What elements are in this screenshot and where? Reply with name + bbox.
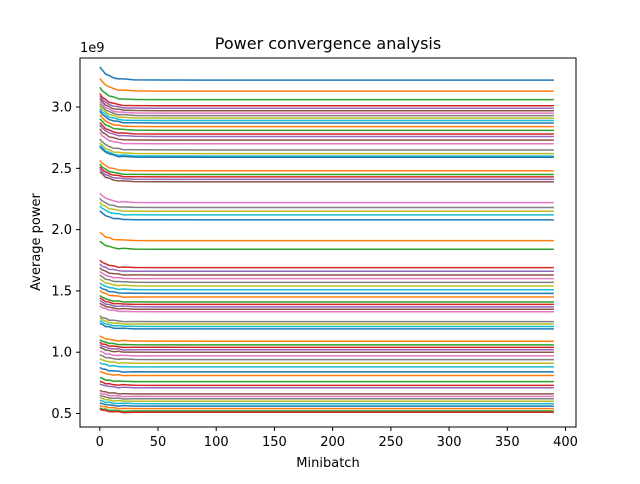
series-line xyxy=(99,278,554,287)
series-line xyxy=(99,159,554,172)
axes-frame xyxy=(79,57,577,428)
x-tick-label: 150 xyxy=(262,435,287,450)
series-line xyxy=(99,98,554,112)
series-line xyxy=(99,95,554,110)
series-line xyxy=(99,205,554,216)
series-line xyxy=(99,93,554,107)
series-line xyxy=(99,399,554,405)
series-line xyxy=(99,163,554,176)
y-tick-label: 1.5 xyxy=(51,284,72,299)
series-line xyxy=(99,383,554,389)
series-line xyxy=(99,132,554,145)
series-line xyxy=(99,320,554,328)
series-line xyxy=(99,259,554,269)
y-axis-offset-label: 1e9 xyxy=(80,41,105,56)
series-line xyxy=(99,66,554,81)
series-line xyxy=(99,100,554,114)
series-line xyxy=(99,108,554,122)
series-line xyxy=(99,341,554,349)
series-line xyxy=(99,402,554,408)
series-line xyxy=(99,103,554,117)
series-line xyxy=(99,286,554,295)
series-line xyxy=(99,305,554,313)
series-line xyxy=(99,86,554,101)
series-layer xyxy=(99,66,554,414)
series-line xyxy=(99,138,554,151)
series-line xyxy=(99,322,554,330)
series-line xyxy=(99,122,554,135)
series-line xyxy=(99,404,554,410)
series-line xyxy=(99,354,554,361)
series-line xyxy=(99,240,554,250)
y-tick-label: 1.0 xyxy=(51,346,72,361)
series-line xyxy=(99,171,554,183)
x-tick-label: 100 xyxy=(204,435,229,450)
series-line xyxy=(99,263,554,273)
series-line xyxy=(99,210,554,221)
series-line xyxy=(99,124,554,138)
series-line xyxy=(99,192,554,204)
series-line xyxy=(99,142,554,155)
y-tick-label: 2.0 xyxy=(51,223,72,238)
series-line xyxy=(99,274,554,284)
series-line xyxy=(99,197,554,209)
series-line xyxy=(99,267,554,276)
series-line xyxy=(99,394,554,400)
series-line xyxy=(99,335,554,342)
x-tick-label: 0 xyxy=(96,435,104,450)
y-tick-label: 2.5 xyxy=(51,162,72,177)
y-axis-label: Average power xyxy=(29,192,44,290)
series-line xyxy=(99,376,554,383)
series-line xyxy=(99,366,554,373)
series-line xyxy=(99,392,554,398)
series-line xyxy=(99,201,554,212)
x-axis-label: Minibatch xyxy=(296,456,359,471)
series-line xyxy=(99,166,554,178)
x-tick-label: 250 xyxy=(378,435,403,450)
series-line xyxy=(99,270,554,280)
series-line xyxy=(99,339,554,346)
series-line xyxy=(99,282,554,291)
series-line xyxy=(99,358,554,365)
x-tick-label: 400 xyxy=(553,435,578,450)
x-tick-label: 350 xyxy=(495,435,520,450)
x-axis-ticks: 0 50 100 150 200 250 300 350 400 xyxy=(96,427,578,450)
series-line xyxy=(99,317,554,325)
x-tick-label: 300 xyxy=(437,435,462,450)
y-axis-ticks: 0.5 1.0 1.5 2.0 2.5 3.0 xyxy=(51,101,80,422)
series-line xyxy=(99,294,554,303)
chart-title: Power convergence analysis xyxy=(215,34,441,53)
series-line xyxy=(99,370,554,377)
series-line xyxy=(99,346,554,353)
y-tick-label: 0.5 xyxy=(51,407,72,422)
series-line xyxy=(99,289,554,298)
series-line xyxy=(99,105,554,119)
series-line xyxy=(99,297,554,306)
x-tick-label: 50 xyxy=(150,435,167,450)
series-line xyxy=(99,299,554,308)
series-line xyxy=(99,344,554,351)
series-line xyxy=(99,407,554,413)
series-line xyxy=(99,408,554,414)
series-line xyxy=(99,114,554,128)
series-line xyxy=(99,302,554,311)
series-line xyxy=(99,77,554,92)
series-line xyxy=(99,128,554,141)
series-line xyxy=(99,118,554,132)
series-line xyxy=(99,168,554,181)
series-line xyxy=(99,389,554,395)
series-line xyxy=(99,397,554,403)
y-tick-label: 3.0 xyxy=(51,101,72,116)
series-line xyxy=(99,231,554,242)
series-line xyxy=(99,380,554,387)
series-line xyxy=(99,350,554,357)
series-line xyxy=(99,110,554,124)
series-line xyxy=(99,361,554,368)
x-tick-label: 200 xyxy=(320,435,345,450)
series-line xyxy=(99,146,554,159)
series-line xyxy=(99,315,554,323)
